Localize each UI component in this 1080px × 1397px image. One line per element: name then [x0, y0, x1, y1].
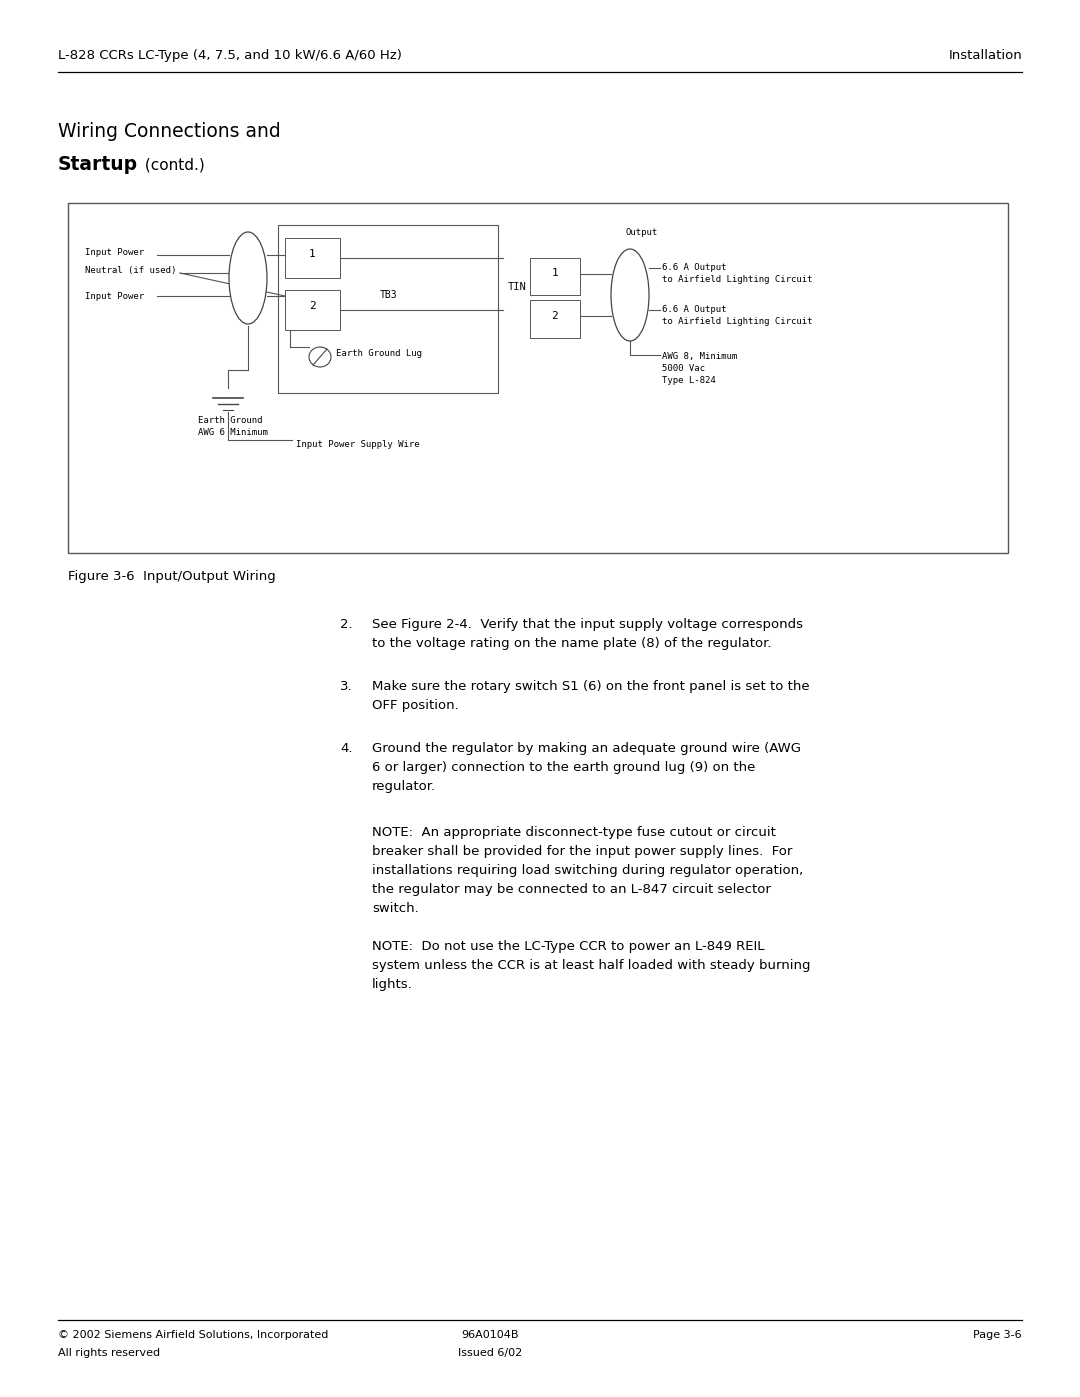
Text: Startup: Startup	[58, 155, 138, 175]
Bar	[278, 225, 498, 393]
Text: Input Power: Input Power	[85, 292, 144, 300]
Text: 1: 1	[552, 268, 558, 278]
Bar	[285, 291, 340, 330]
Text: 6.6 A Output: 6.6 A Output	[662, 263, 727, 272]
Ellipse shape	[309, 346, 330, 367]
Text: the regulator may be connected to an L-847 circuit selector: the regulator may be connected to an L-8…	[372, 883, 771, 895]
Text: AWG 6 Minimum: AWG 6 Minimum	[198, 427, 268, 437]
Text: AWG 8, Minimum: AWG 8, Minimum	[662, 352, 738, 360]
Text: to Airfield Lighting Circuit: to Airfield Lighting Circuit	[662, 275, 812, 284]
Text: 4.: 4.	[340, 742, 352, 754]
Text: Figure 3-6  Input/Output Wiring: Figure 3-6 Input/Output Wiring	[68, 570, 275, 583]
Text: Page 3-6: Page 3-6	[973, 1330, 1022, 1340]
Text: See Figure 2-4.  Verify that the input supply voltage corresponds: See Figure 2-4. Verify that the input su…	[372, 617, 804, 631]
Text: Wiring Connections and: Wiring Connections and	[58, 122, 281, 141]
Text: © 2002 Siemens Airfield Solutions, Incorporated: © 2002 Siemens Airfield Solutions, Incor…	[58, 1330, 328, 1340]
Text: to Airfield Lighting Circuit: to Airfield Lighting Circuit	[662, 317, 812, 326]
Text: Make sure the rotary switch S1 (6) on the front panel is set to the: Make sure the rotary switch S1 (6) on th…	[372, 680, 810, 693]
Bar	[68, 203, 1008, 553]
Text: Ground the regulator by making an adequate ground wire (AWG: Ground the regulator by making an adequa…	[372, 742, 801, 754]
Text: Type L-824: Type L-824	[662, 376, 716, 386]
Text: 1: 1	[309, 249, 315, 258]
Ellipse shape	[611, 249, 649, 341]
Text: Input Power Supply Wire: Input Power Supply Wire	[296, 440, 420, 448]
Text: regulator.: regulator.	[372, 780, 436, 793]
Text: installations requiring load switching during regulator operation,: installations requiring load switching d…	[372, 863, 804, 877]
Text: (contd.): (contd.)	[140, 158, 205, 173]
Text: 3.: 3.	[340, 680, 353, 693]
Text: system unless the CCR is at least half loaded with steady burning: system unless the CCR is at least half l…	[372, 958, 810, 972]
Text: 6.6 A Output: 6.6 A Output	[662, 305, 727, 314]
Text: switch.: switch.	[372, 902, 419, 915]
Text: Earth Ground: Earth Ground	[198, 416, 262, 425]
Bar	[285, 237, 340, 278]
Text: 96A0104B: 96A0104B	[461, 1330, 518, 1340]
Text: to the voltage rating on the name plate (8) of the regulator.: to the voltage rating on the name plate …	[372, 637, 771, 650]
Text: Installation: Installation	[948, 49, 1022, 61]
Ellipse shape	[229, 232, 267, 324]
Text: Neutral (if used): Neutral (if used)	[85, 265, 176, 275]
Text: 2: 2	[552, 312, 558, 321]
Text: TB3: TB3	[380, 291, 397, 300]
Text: Earth Ground Lug: Earth Ground Lug	[336, 348, 422, 358]
Text: 5000 Vac: 5000 Vac	[662, 365, 705, 373]
Text: TIN: TIN	[508, 282, 527, 292]
Text: breaker shall be provided for the input power supply lines.  For: breaker shall be provided for the input …	[372, 845, 793, 858]
Text: 6 or larger) connection to the earth ground lug (9) on the: 6 or larger) connection to the earth gro…	[372, 761, 755, 774]
Text: L-828 CCRs LC-Type (4, 7.5, and 10 kW/6.6 A/60 Hz): L-828 CCRs LC-Type (4, 7.5, and 10 kW/6.…	[58, 49, 402, 61]
Text: NOTE:  Do not use the LC-Type CCR to power an L-849 REIL: NOTE: Do not use the LC-Type CCR to powe…	[372, 940, 765, 953]
Text: lights.: lights.	[372, 978, 413, 990]
Text: 2: 2	[309, 300, 315, 312]
Bar	[530, 300, 580, 338]
Text: All rights reserved: All rights reserved	[58, 1348, 160, 1358]
Text: OFF position.: OFF position.	[372, 698, 459, 712]
Text: NOTE:  An appropriate disconnect-type fuse cutout or circuit: NOTE: An appropriate disconnect-type fus…	[372, 826, 775, 840]
Text: Input Power: Input Power	[85, 249, 144, 257]
Text: Output: Output	[625, 228, 658, 237]
Text: 2.: 2.	[340, 617, 353, 631]
Bar	[530, 258, 580, 295]
Text: Issued 6/02: Issued 6/02	[458, 1348, 522, 1358]
